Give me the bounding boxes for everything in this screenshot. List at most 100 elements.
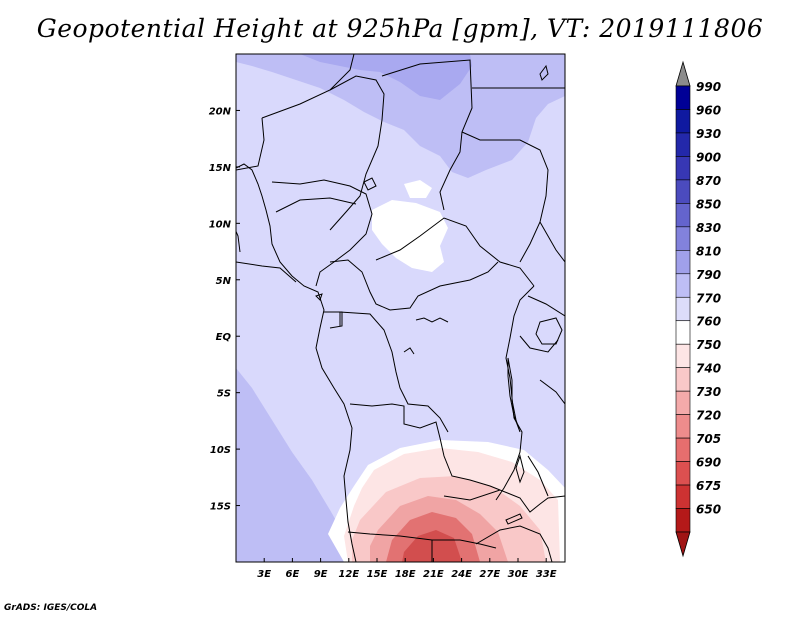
colorbar-swatch [675,320,691,345]
y-tick-label: 5S [217,389,231,400]
border-congo [339,311,449,433]
colorbar-level-label: 870 [696,174,721,188]
border-drc-angola [349,403,501,491]
lake-tanganyika [507,357,521,433]
x-tick-label: 6E [286,569,300,580]
colorbar-swatch [675,250,691,275]
lake-kariba [505,513,523,525]
colorbar-swatch [675,343,691,368]
x-axis-ticks: 3E 6E 9E 12E 15E 18E 21E 24E 27E 30E 33E [257,558,557,580]
border-zimbabwe [475,525,553,562]
y-tick-label: 15N [209,163,232,174]
colorbar-swatch [675,390,691,415]
nile-delta-shape [539,64,549,81]
lake-chad [363,177,377,191]
map-frame [235,53,566,563]
colorbar-level-label: 690 [696,456,721,470]
colorbar-swatch [675,156,691,181]
map-title: Geopotential Height at 925hPa [gpm], VT:… [36,14,764,43]
colorbar: 990 960 930 900 870 850 830 810 790 770 760 750 740 7… [675,60,721,558]
lake-malawi [515,454,525,484]
colorbar-level-label: 830 [696,221,721,235]
border-sahara-2 [236,117,265,171]
y-tick-label: 15S [210,502,231,513]
field-region-810-north [300,54,472,100]
field-region-760-east [404,180,432,198]
border-gabon [324,311,343,329]
colorbar-level-label: 650 [696,503,721,517]
colorbar-swatch [675,414,691,439]
colorbar-swatch [675,132,691,157]
colorbar-bottom-arrow [675,531,691,558]
colorbar-swatch [675,273,691,298]
field-region-790-southwest [236,368,352,562]
border-east-africa [539,221,565,263]
y-axis-ticks: 20N 15N 10N 5N EQ 5S 10S 15S [209,106,240,513]
field-region-760-central [372,200,448,272]
x-tick-label: 33E [536,569,557,580]
border-sudan-west [461,131,549,263]
border-niger-nigeria [275,197,357,213]
colorbar-swatch [675,109,691,134]
colorbar-level-label: 760 [696,315,721,329]
colorbar-level-label: 730 [696,385,721,399]
colorbar-level-label: 705 [696,432,721,446]
border-sahara-3 [329,75,385,231]
colorbar-swatch [675,437,691,462]
border-kenya [527,295,565,317]
y-tick-label: 10N [209,219,232,230]
colorbar-swatch [675,367,691,392]
coastline-west [236,163,357,562]
lake-victoria [535,317,563,345]
river-congo-2 [403,347,415,355]
x-tick-label: 12E [338,569,359,580]
border-nigeria [271,179,373,287]
colorbar-level-label: 990 [696,80,721,94]
field-region-790-north [236,54,565,178]
island-bioko [315,293,323,301]
x-tick-label: 30E [508,569,529,580]
colorbar-level-label: 850 [696,197,721,211]
colorbar-level-label: 790 [696,268,721,282]
colorbar-swatch [675,296,691,322]
colorbar-level-label: 750 [696,338,721,352]
colorbar-level-label: 720 [696,409,721,423]
grads-credit: GrADS: IGES/COLA [4,603,98,613]
colorbar-swatch [675,179,691,204]
x-tick-label: 18E [395,569,416,580]
colorbar-swatch [675,484,691,509]
colorbar-level-label: 770 [696,291,721,305]
colorbar-level-label: 960 [696,103,721,117]
x-tick-label: 9E [314,569,328,580]
x-tick-label: 3E [257,569,271,580]
colorbar-level-label: 900 [696,150,721,164]
x-tick-label: 27E [479,569,500,580]
colorbar-top-arrow [675,60,691,87]
y-tick-label: 10S [210,445,231,456]
colorbar-swatch [675,85,691,110]
border-car [375,217,535,287]
border-uganda [519,335,559,353]
colorbar-swatch [675,226,691,251]
border-cameroon [329,259,499,311]
coastline-gulf [236,261,297,283]
y-tick-label: 5N [216,276,232,287]
y-tick-label: EQ [216,332,232,343]
y-tick-label: 20N [209,106,232,117]
colorbar-swatch [675,508,691,533]
border-zambia [443,489,565,513]
colorbar-swatch [675,203,691,228]
border-tanzania [539,379,565,405]
x-tick-label: 21E [423,569,444,580]
colorbar-level-label: 740 [696,362,721,376]
colorbar-level-label: 810 [696,244,721,258]
x-tick-label: 24E [451,569,472,580]
border-malawi [527,455,549,497]
colorbar-level-label: 675 [696,479,721,493]
colorbar-swatch [675,461,691,486]
colorbar-level-label: 930 [696,127,721,141]
height-field [236,54,565,562]
lake-coast-west [236,230,241,253]
x-tick-label: 15E [367,569,388,580]
